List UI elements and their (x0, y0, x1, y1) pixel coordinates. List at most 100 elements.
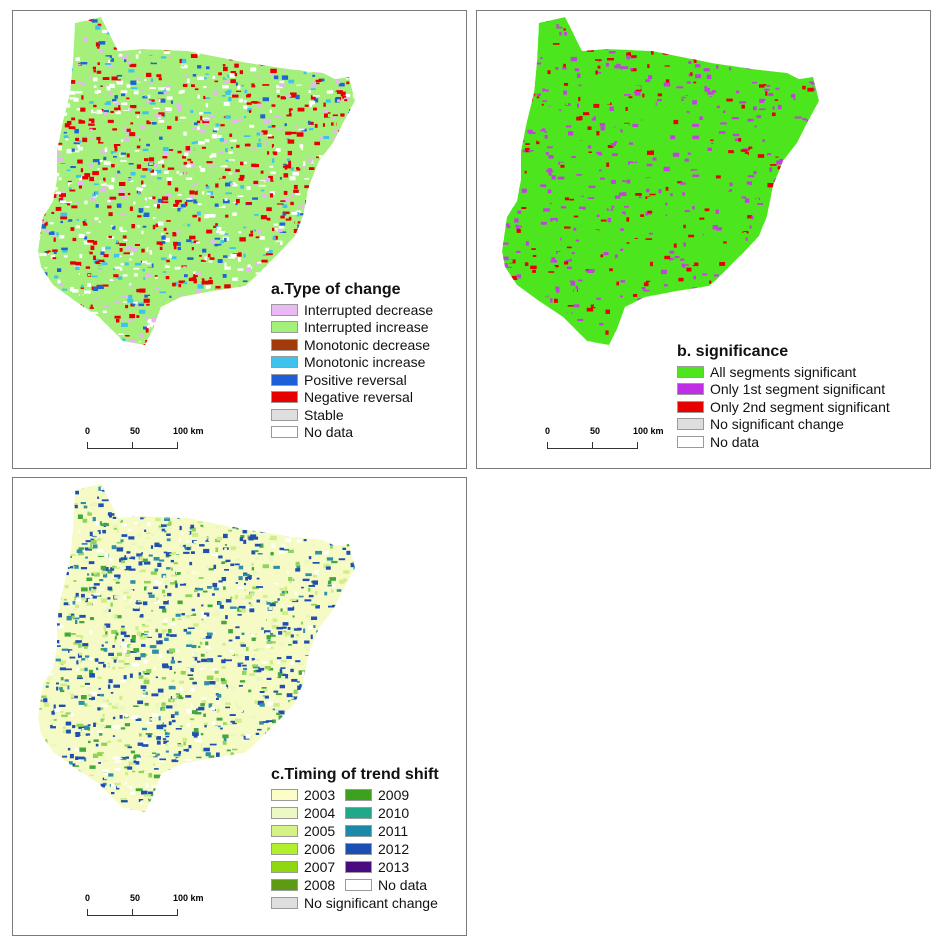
legend-swatch (271, 861, 298, 873)
legend-item: Only 2nd segment significant (677, 398, 890, 416)
scale-label: 0 (545, 426, 551, 436)
scale-label: 0 (85, 426, 91, 436)
legend-label: Positive reversal (304, 371, 407, 388)
legend-swatch (345, 807, 372, 819)
legend-item: 2012 (345, 840, 435, 858)
legend-item: 2011 (345, 822, 435, 840)
legend-item: 2004 (271, 804, 345, 822)
legend-label: 2005 (304, 823, 336, 839)
legend-swatch (271, 825, 298, 837)
legend-label: Negative reversal (304, 389, 413, 406)
scale-tick (592, 442, 593, 449)
legend-item: Positive reversal (271, 371, 433, 389)
scale-label: 50 (130, 426, 141, 436)
legend-label: 2006 (304, 841, 336, 857)
legend-item: Monotonic increase (271, 354, 433, 372)
legend-label: Monotonic decrease (304, 336, 431, 353)
legend-label: No significant change (710, 416, 844, 433)
map-raster (502, 17, 819, 345)
scale-tick (87, 909, 88, 916)
scale-tick (132, 909, 133, 916)
legend-item: Only 1st segment significant (677, 381, 890, 399)
legend-item: 2009 (345, 786, 435, 804)
legend-item: Negative reversal (271, 389, 433, 407)
legend-significance: b. significance All segments significant… (677, 343, 890, 451)
legend-item: Interrupted increase (271, 319, 433, 337)
legend-swatch (677, 435, 704, 448)
legend-label: 2013 (378, 859, 410, 875)
legend-item: 2003 (271, 786, 345, 804)
scale-bar: 0 50 100 km (543, 426, 664, 456)
scale-tick (637, 442, 638, 449)
legend-label: Interrupted decrease (304, 301, 434, 318)
map-timing-of-trend-shift (38, 484, 355, 812)
legend-swatch (345, 825, 372, 837)
legend-item: No data (345, 876, 435, 894)
legend-label: No data (710, 433, 760, 450)
legend-label: All segments significant (710, 363, 857, 380)
legend-label: 2010 (378, 805, 410, 821)
legend-label: 2009 (378, 787, 410, 803)
legend-swatch (345, 879, 372, 891)
legend-label: 2004 (304, 805, 336, 821)
legend-timing-of-trend-shift: c.Timing of trend shift 2003 2009 2004 2010… (271, 766, 439, 912)
legend-type-of-change: a.Type of change Interrupted decrease Int… (271, 281, 433, 441)
legend-swatch (345, 843, 372, 855)
panel-significance: b. significance All segments significant… (476, 10, 931, 469)
scale-tick (547, 442, 548, 449)
legend-item: No significant change (677, 416, 890, 434)
legend-swatch (271, 356, 298, 369)
legend-item: No data (677, 433, 890, 451)
scale-label: 100 km (173, 893, 204, 903)
legend-item: No data (271, 424, 433, 442)
scale-label: 50 (130, 893, 141, 903)
legend-swatch (271, 408, 298, 421)
legend-label: 2007 (304, 859, 336, 875)
legend-swatch (271, 373, 298, 386)
legend-swatch (271, 338, 298, 351)
legend-swatch (677, 418, 704, 431)
legend-item: Stable (271, 406, 433, 424)
legend-item: 2013 (345, 858, 435, 876)
scale-tick (177, 442, 178, 449)
map-type-of-change (38, 17, 355, 345)
scale-label: 50 (590, 426, 601, 436)
legend-swatch (677, 383, 704, 396)
legend-swatch (271, 426, 298, 439)
scale-label: 100 km (633, 426, 664, 436)
legend-item: 2005 (271, 822, 345, 840)
scale-tick (87, 442, 88, 449)
legend-label: 2008 (304, 877, 336, 893)
scale-label: 100 km (173, 426, 204, 436)
map-raster (38, 17, 355, 345)
legend-swatch (271, 303, 298, 316)
legend-title: c.Timing of trend shift (271, 766, 439, 783)
legend-swatch (271, 391, 298, 404)
legend-swatch (271, 321, 298, 334)
legend-item: No significant change (271, 894, 439, 912)
legend-label: No data (304, 424, 354, 441)
legend-item: 2006 (271, 840, 345, 858)
legend-swatch (271, 807, 298, 819)
legend-item: Interrupted decrease (271, 301, 433, 319)
legend-title: b. significance (677, 343, 789, 360)
legend-swatch (677, 365, 704, 378)
legend-label: Only 2nd segment significant (710, 398, 890, 415)
legend-label: 2011 (378, 823, 409, 839)
legend-label: No data (378, 877, 428, 893)
legend-label: Stable (304, 406, 344, 423)
map-significance (502, 17, 819, 345)
legend-label: Only 1st segment significant (710, 381, 886, 398)
legend-item: 2008 (271, 876, 345, 894)
legend-swatch (677, 400, 704, 413)
legend-label: Interrupted increase (304, 319, 429, 336)
legend-item: All segments significant (677, 363, 890, 381)
legend-item: 2007 (271, 858, 345, 876)
legend-swatch (345, 861, 372, 873)
scale-bar: 0 50 100 km (83, 893, 204, 923)
legend-label: No significant change (304, 894, 438, 911)
legend-label: 2003 (304, 787, 336, 803)
legend-swatch (271, 896, 298, 909)
legend-swatch (345, 789, 372, 801)
legend-item: 2010 (345, 804, 435, 822)
